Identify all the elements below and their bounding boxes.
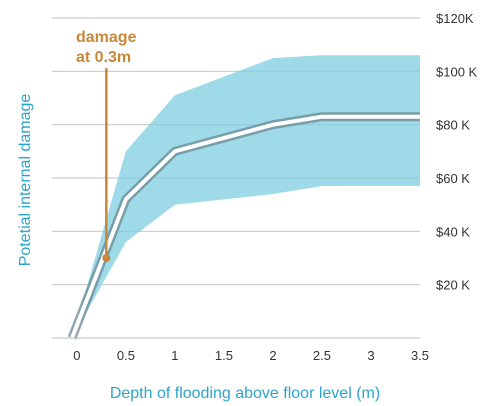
x-tick-label-5: 2.5 (313, 348, 331, 363)
y-tick-labels: $20 K $40 K $60 K $80 K $100 K $120K (436, 11, 478, 293)
y-tick-label-0: $20 K (436, 278, 470, 293)
x-tick-label-2: 1 (171, 348, 178, 363)
annotation-line-0: damage (76, 29, 137, 46)
x-tick-label-3: 1.5 (215, 348, 233, 363)
y-tick-label-3: $80 K (436, 118, 470, 133)
damage-range-band (72, 55, 420, 339)
y-tick-label-5: $120K (436, 11, 474, 26)
x-tick-label-6: 3 (367, 348, 374, 363)
y-tick-label-4: $100 K (436, 64, 478, 79)
x-tick-label-7: 3.5 (411, 348, 429, 363)
annotation: damage at 0.3m (76, 29, 137, 262)
annotation-point (102, 254, 111, 262)
x-tick-label-0: 0 (73, 348, 80, 363)
series-0-line (70, 114, 420, 339)
x-axis-title: Depth of flooding above floor level (m) (110, 385, 380, 402)
y-axis-title: Potetial internal damage (17, 94, 34, 267)
series-lines (67, 112, 420, 340)
x-tick-label-4: 2 (269, 348, 276, 363)
y-tick-label-2: $60 K (436, 171, 470, 186)
x-tick-label-1: 0.5 (117, 348, 135, 363)
x-tick-labels: 0 0.5 1 1.5 2 2.5 3 3.5 (73, 348, 429, 363)
annotation-line-1: at 0.3m (76, 49, 131, 66)
y-tick-label-1: $40 K (436, 224, 470, 239)
annotation-label: damage at 0.3m (76, 29, 137, 66)
